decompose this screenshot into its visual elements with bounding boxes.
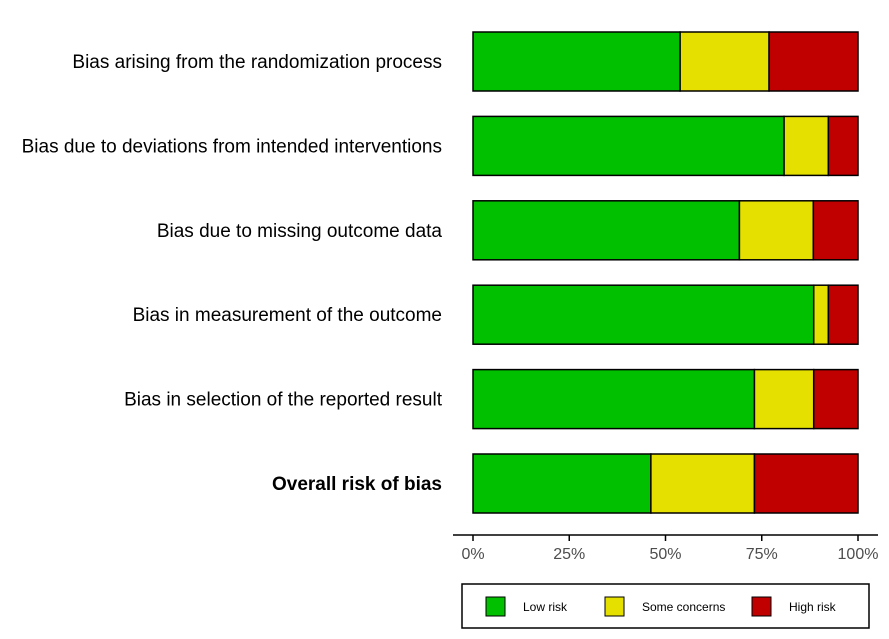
domain-label-1: Bias due to deviations from intended int…	[22, 136, 442, 157]
bar-segment-3-2	[827, 284, 859, 345]
x-axis: 0% 25% 50% 75% 100%	[453, 534, 879, 563]
bar-segment-2-0	[472, 200, 741, 261]
x-tick-label-0: 0%	[461, 546, 484, 563]
bar-segment-0-1	[679, 31, 770, 92]
bar-segment-4-1	[753, 368, 815, 430]
bar-segment-1-0	[472, 115, 785, 177]
bar-segment-5-1	[650, 453, 756, 514]
bars-layer	[472, 31, 859, 514]
bar-segment-5-2	[753, 453, 859, 514]
bar-segment-4-2	[812, 368, 859, 430]
bar-segment-1-1	[783, 115, 830, 177]
domain-label-4: Bias in selection of the reported result	[124, 390, 443, 411]
legend-label-2: High risk	[789, 600, 837, 614]
legend: Low risk Some concerns High risk	[461, 583, 870, 629]
legend-swatch-2	[751, 596, 772, 617]
legend-swatch-1	[604, 596, 625, 617]
bar-segment-5-0	[472, 453, 652, 514]
x-tick-label-4: 100%	[838, 546, 879, 563]
x-tick-label-2: 50%	[649, 546, 681, 563]
x-tick-label-3: 75%	[746, 546, 778, 563]
bar-segment-4-0	[472, 368, 756, 430]
domain-label-5: Overall risk of bias	[272, 474, 442, 495]
bar-segment-3-0	[472, 284, 815, 345]
bar-segment-2-1	[738, 200, 815, 261]
legend-label-1: Some concerns	[642, 600, 725, 614]
legend-swatch-0	[485, 596, 506, 617]
domain-label-3: Bias in measurement of the outcome	[133, 305, 442, 326]
domain-label-0: Bias arising from the randomization proc…	[72, 52, 442, 73]
bar-segment-0-0	[472, 31, 681, 92]
domain-label-2: Bias due to missing outcome data	[157, 221, 443, 242]
bar-segment-3-1	[812, 284, 830, 345]
legend-label-0: Low risk	[523, 600, 568, 614]
domain-labels: Bias arising from the randomization proc…	[22, 52, 443, 495]
bar-segment-0-2	[768, 31, 859, 92]
bar-segment-1-2	[827, 115, 859, 177]
x-tick-label-1: 25%	[553, 546, 585, 563]
legend-box	[461, 583, 870, 629]
bar-segment-2-2	[812, 200, 859, 261]
